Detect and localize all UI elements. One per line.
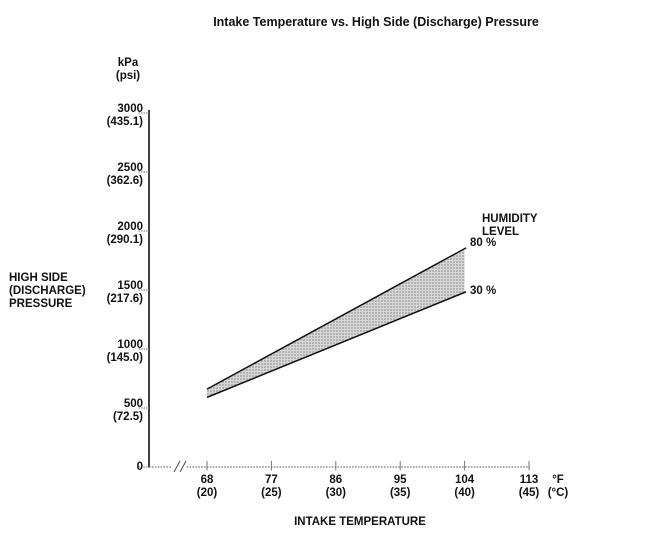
y-tick-label: 0 xyxy=(63,461,143,474)
y-tick-kpa: 0 xyxy=(136,460,143,473)
x-axis-title: INTAKE TEMPERATURE xyxy=(294,516,426,528)
x-axis-unit-secondary: (°C) xyxy=(547,487,569,499)
y-tick-psi: (217.6) xyxy=(106,293,143,305)
y-tick-kpa: 1000 xyxy=(117,339,143,351)
x-tick-c: (35) xyxy=(389,487,411,499)
x-tick-c: (20) xyxy=(196,487,218,499)
x-tick-f: 95 xyxy=(393,474,407,486)
x-axis-unit-primary: °F xyxy=(552,474,564,486)
humidity-band xyxy=(207,248,465,398)
x-tick-label: 95 (35) xyxy=(375,474,425,500)
y-tick-psi: (145.0) xyxy=(106,352,143,364)
y-axis-unit-secondary: (psi) xyxy=(115,70,141,82)
y-tick-label: 2500 (362.6) xyxy=(63,162,143,188)
y-tick-psi: (435.1) xyxy=(106,116,143,128)
y-axis-title-line: (DISCHARGE) xyxy=(9,285,86,297)
x-tick-c: (40) xyxy=(454,487,475,499)
x-tick-label: 68 (20) xyxy=(182,474,232,500)
line-30-percent xyxy=(206,291,467,399)
legend-title: HUMIDITY LEVEL xyxy=(482,213,538,239)
x-tick-label: 104 (40) xyxy=(440,474,490,500)
y-axis-title-line: PRESSURE xyxy=(9,298,73,310)
legend-title-line: HUMIDITY xyxy=(482,213,538,225)
y-tick-label: 3000 (435.1) xyxy=(63,103,143,129)
axis-break-slash-icon xyxy=(179,460,187,473)
y-axis-title-line: HIGH SIDE xyxy=(9,272,68,284)
y-tick-kpa: 1500 xyxy=(117,280,143,292)
x-tick-label: 77 (25) xyxy=(246,474,296,500)
y-tick-kpa: 3000 xyxy=(117,103,143,115)
chart-title: Intake Temperature vs. High Side (Discha… xyxy=(213,15,539,29)
y-tick-psi: (72.5) xyxy=(112,411,143,423)
axis-break-gap xyxy=(171,463,186,471)
axis-break-slash-icon xyxy=(173,460,181,473)
y-tick-kpa: 2500 xyxy=(117,162,143,174)
line-80-percent xyxy=(206,247,467,390)
series-label-30-percent: 30 % xyxy=(470,285,497,297)
y-tick-psi: (290.1) xyxy=(106,234,143,246)
x-tick-c: (25) xyxy=(261,487,282,499)
x-tick-f: 113 xyxy=(519,474,539,486)
x-tick-f: 68 xyxy=(200,474,214,486)
x-tick-f: 77 xyxy=(264,474,278,486)
y-tick-kpa: 500 xyxy=(123,398,143,410)
tick-marks-group xyxy=(138,112,530,471)
y-axis-unit: kPa (psi) xyxy=(98,57,158,83)
y-tick-kpa: 2000 xyxy=(117,221,143,233)
x-tick-f: 104 xyxy=(455,474,475,486)
series-label-80-percent: 80 % xyxy=(470,237,497,249)
x-tick-label: 86 (30) xyxy=(311,474,361,500)
x-axis-unit: °F (°C) xyxy=(540,474,576,500)
y-tick-label: 2000 (290.1) xyxy=(63,221,143,247)
y-tick-label: 1500 (217.6) xyxy=(63,280,143,306)
x-tick-c: (45) xyxy=(518,487,540,499)
y-tick-label: 1000 (145.0) xyxy=(63,339,143,365)
y-axis-title: HIGH SIDE (DISCHARGE) PRESSURE xyxy=(9,272,86,311)
legend-title-line: LEVEL xyxy=(482,226,520,238)
y-axis-unit-primary: kPa xyxy=(117,57,139,69)
y-tick-psi: (362.6) xyxy=(106,175,143,187)
x-tick-f: 86 xyxy=(329,474,343,486)
x-tick-label: 113 (45) xyxy=(504,474,554,500)
x-tick-c: (30) xyxy=(325,487,347,499)
y-tick-label: 500 (72.5) xyxy=(63,398,143,424)
